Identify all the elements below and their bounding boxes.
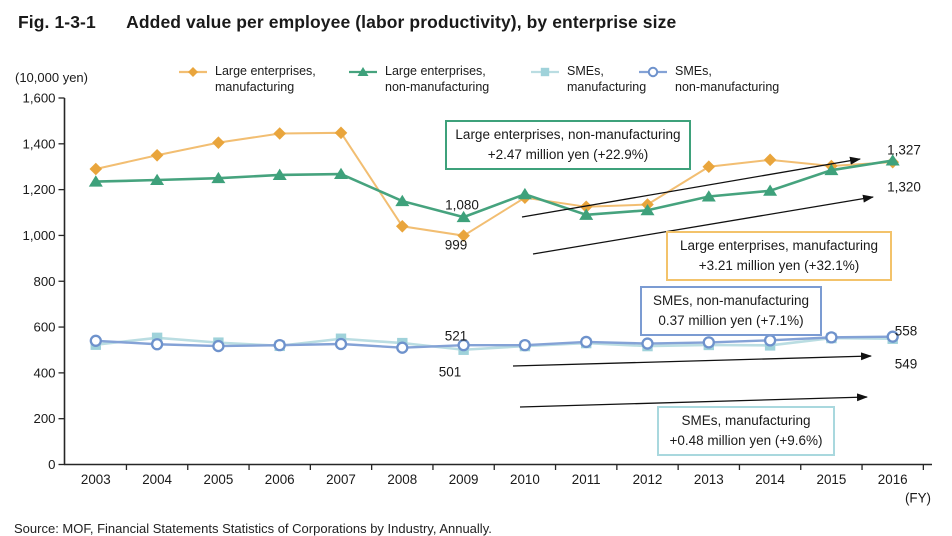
data-label-sme-mfg-2016: 549 — [894, 356, 918, 372]
x-axis-tick-label: 2009 — [449, 472, 479, 487]
callout-large-manufacturing: Large enterprises, manufacturing +3.21 m… — [666, 231, 892, 281]
y-axis-tick-label: 0 — [48, 457, 55, 472]
y-axis-tick-label: 1,200 — [22, 182, 55, 197]
legend-label-line2: non-manufacturing — [385, 80, 490, 94]
trend-arrow — [521, 156, 861, 218]
data-label-sme-mfg-2009: 501 — [438, 364, 462, 380]
figure-number: Fig. 1-3-1 — [18, 12, 96, 32]
data-label-large-nonmfg-2016: 1,327 — [887, 142, 921, 158]
series-line-large-enterprises-manufacturing — [95, 131, 893, 237]
source-citation: Source: MOF, Financial Statements Statis… — [14, 521, 492, 536]
axes: 0 200 400 600 800 1,000 1,200 1,400 1,600 2003 200… — [22, 91, 932, 506]
callout-series-name: SMEs, non-manufacturing — [652, 293, 810, 308]
triangle-marker-icon — [349, 67, 377, 76]
trend-arrow — [519, 393, 868, 408]
x-axis-tick-label: 2010 — [510, 472, 540, 487]
y-axis-tick-label: 1,600 — [22, 91, 55, 106]
callout-change-value: 0.37 million yen (+7.1%) — [658, 313, 804, 328]
data-label-large-mfg-2009: 999 — [444, 237, 468, 253]
legend-label: SMEs, manufacturing — [567, 63, 646, 95]
callout-series-name: SMEs, manufacturing — [681, 413, 811, 428]
page-title: Added value per employee (labor producti… — [126, 12, 677, 32]
x-axis-fy-label: (FY) — [905, 491, 931, 506]
callout-series-name: Large enterprises, non-manufacturing — [455, 127, 681, 142]
x-axis-tick-label: 2006 — [265, 472, 295, 487]
legend-label-line1: Large enterprises, — [215, 64, 316, 78]
y-axis-tick-label: 1,000 — [22, 228, 55, 243]
legend-label-line2: non-manufacturing — [675, 80, 780, 94]
data-label-sme-nonmfg-2016: 558 — [894, 323, 918, 339]
legend-item-smes-manufacturing: SMEs, manufacturing — [530, 63, 646, 95]
y-axis-unit-label: (10,000 yen) — [15, 70, 88, 85]
x-axis-tick-label: 2014 — [755, 472, 785, 487]
square-marker-icon — [531, 67, 559, 77]
y-axis-tick-label: 800 — [33, 274, 55, 289]
legend-label-line1: SMEs, — [567, 64, 604, 78]
legend-item-smes-non-manufacturing: SMEs, non-manufacturing — [638, 63, 779, 95]
legend-label-line1: Large enterprises, — [385, 64, 486, 78]
x-axis-tick-label: 2011 — [572, 472, 601, 487]
y-axis-tick-label: 400 — [33, 365, 55, 380]
trend-arrow — [532, 194, 874, 255]
series-line-smes-manufacturing — [95, 336, 893, 352]
x-axis-tick-label: 2007 — [326, 472, 356, 487]
legend-label: SMEs, non-manufacturing — [675, 63, 779, 95]
legend-label: Large enterprises, manufacturing — [215, 63, 316, 95]
circle-marker-icon — [639, 66, 667, 78]
x-axis-tick-label: 2012 — [633, 472, 663, 487]
trend-arrow — [512, 352, 872, 367]
x-axis-tick-label: 2015 — [817, 472, 847, 487]
legend-label-line1: SMEs, — [675, 64, 712, 78]
y-axis-tick-label: 600 — [33, 320, 55, 335]
legend-label-line2: manufacturing — [215, 80, 295, 94]
x-axis-tick-label: 2013 — [694, 472, 724, 487]
series-large-enterprises-non-manufacturing — [88, 154, 900, 223]
diamond-marker-icon — [179, 67, 207, 77]
x-axis-tick-label: 2005 — [204, 472, 234, 487]
figure-title-row: Fig. 1-3-1 Added value per employee (lab… — [18, 12, 676, 33]
legend-label-line2: manufacturing — [567, 80, 647, 94]
x-axis-tick-label: 2003 — [81, 472, 111, 487]
legend-item-large-manufacturing: Large enterprises, manufacturing — [178, 63, 316, 95]
x-axis-tick-label: 2016 — [878, 472, 908, 487]
data-label-sme-nonmfg-2009: 521 — [444, 328, 468, 344]
x-axis-tick-label: 2004 — [142, 472, 172, 487]
trend-arrows — [512, 156, 874, 408]
callout-smes-manufacturing: SMEs, manufacturing +0.48 million yen (+… — [657, 406, 835, 456]
series-smes-non-manufacturing — [89, 330, 899, 354]
data-label-large-mfg-2016: 1,320 — [887, 179, 921, 195]
callout-change-value: +3.21 million yen (+32.1%) — [698, 258, 860, 273]
legend-item-large-non-manufacturing: Large enterprises, non-manufacturing — [348, 63, 489, 95]
callout-change-value: +2.47 million yen (+22.9%) — [487, 147, 649, 162]
legend-label: Large enterprises, non-manufacturing — [385, 63, 489, 95]
data-label-large-nonmfg-2009: 1,080 — [445, 197, 479, 213]
callout-change-value: +0.48 million yen (+9.6%) — [669, 433, 823, 448]
series-large-enterprises-manufacturing — [89, 126, 899, 242]
series-line-large-enterprises-non-manufacturing — [95, 159, 893, 219]
x-axis-tick-label: 2008 — [387, 472, 417, 487]
callout-large-non-manufacturing: Large enterprises, non-manufacturing +2.… — [445, 120, 691, 170]
callout-series-name: Large enterprises, manufacturing — [679, 238, 879, 253]
callout-smes-non-manufacturing: SMEs, non-manufacturing 0.37 million yen… — [640, 286, 822, 336]
y-axis-tick-label: 200 — [33, 411, 55, 426]
y-axis-tick-label: 1,400 — [22, 136, 55, 151]
series-line-smes-non-manufacturing — [95, 335, 893, 349]
